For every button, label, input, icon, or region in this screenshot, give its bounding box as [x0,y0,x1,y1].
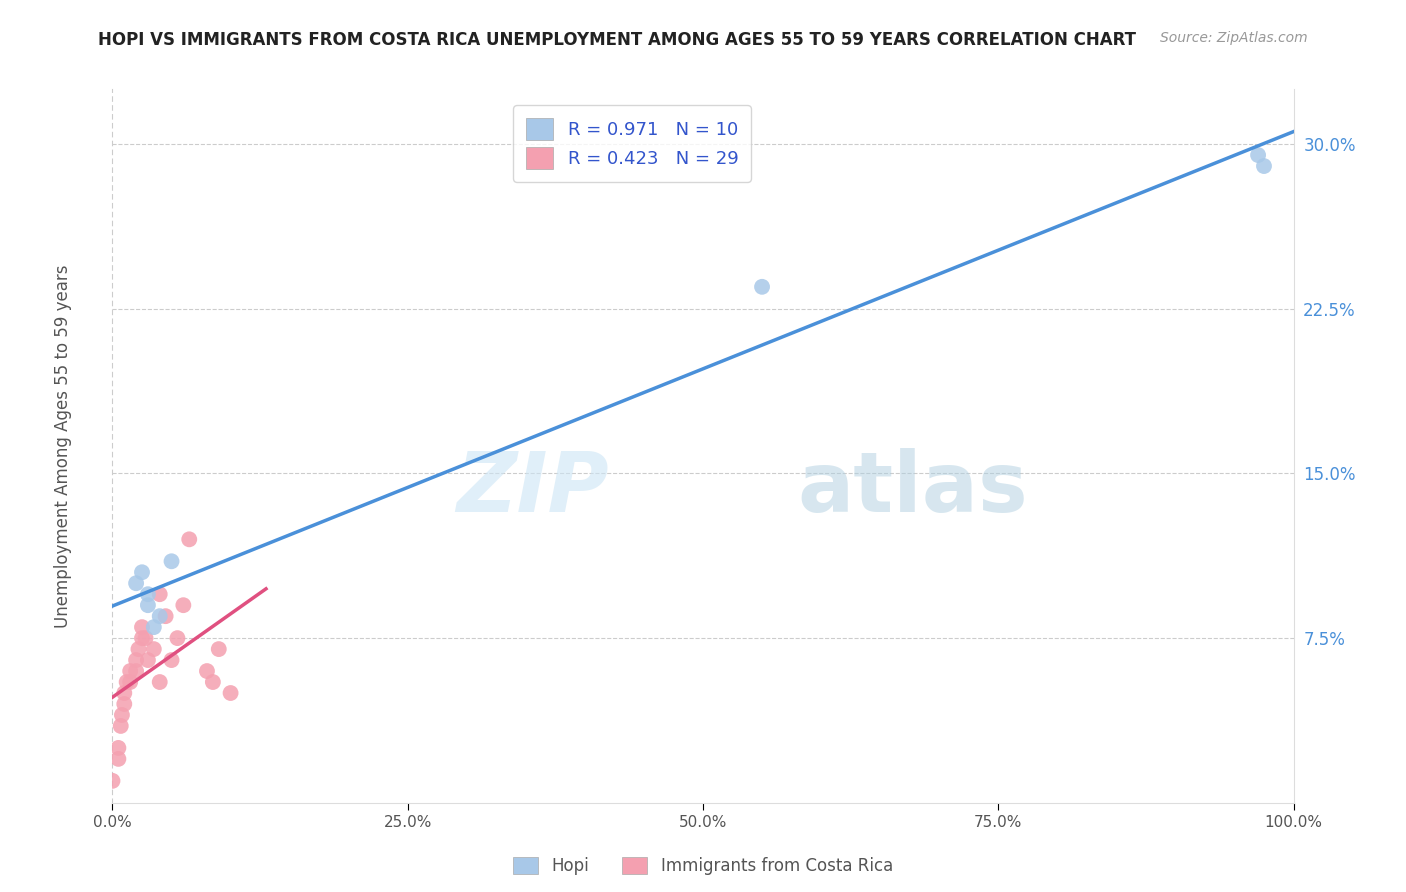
Point [120,664,142,678]
Legend: Hopi, Immigrants from Costa Rica: Hopi, Immigrants from Costa Rica [506,850,900,882]
Point [166,631,188,645]
Point [172,598,194,612]
Point [136,653,159,667]
Text: ZIP: ZIP [456,449,609,529]
Text: Source: ZipAtlas.com: Source: ZipAtlas.com [1160,31,1308,45]
Point [136,587,159,601]
Point [160,653,183,667]
Point [125,576,148,591]
Point [131,566,153,580]
Point [112,686,135,700]
Point [131,631,153,645]
Point [135,631,157,645]
Point [219,686,242,700]
Text: atlas: atlas [797,449,1028,529]
Point [111,708,134,723]
Point [110,719,132,733]
Point [131,620,153,634]
Point [149,587,172,601]
Point [142,620,165,634]
Point [195,664,218,678]
Point [149,609,172,624]
Point [160,554,183,568]
Point [751,280,773,294]
Point [125,664,148,678]
Point [127,642,149,657]
Point [1253,159,1275,173]
Point [120,675,142,690]
Text: HOPI VS IMMIGRANTS FROM COSTA RICA UNEMPLOYMENT AMONG AGES 55 TO 59 YEARS CORREL: HOPI VS IMMIGRANTS FROM COSTA RICA UNEMP… [98,31,1136,49]
Point [101,773,124,788]
Point [142,642,165,657]
Point [136,598,159,612]
Point [179,533,201,547]
Point [107,740,129,755]
Point [125,653,148,667]
Point [155,609,177,624]
Point [115,675,138,690]
Point [1247,148,1270,162]
Point [107,752,129,766]
Point [208,642,231,657]
Point [201,675,224,690]
Point [149,675,172,690]
Point [112,697,135,711]
Text: Unemployment Among Ages 55 to 59 years: Unemployment Among Ages 55 to 59 years [55,264,72,628]
